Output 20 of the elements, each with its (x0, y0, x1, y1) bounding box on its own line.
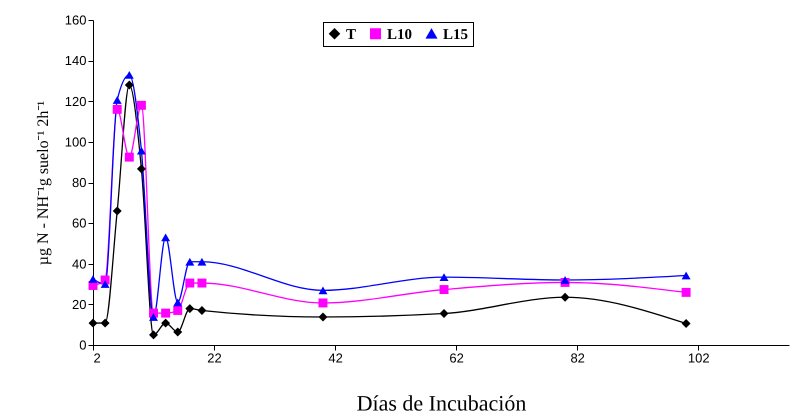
x-axis-title: Días de Incubación (356, 390, 526, 416)
y-tick-label: 0 (79, 338, 86, 352)
x-tick-label: 42 (328, 350, 343, 366)
y-tick-label: 40 (72, 256, 86, 272)
legend-label: T (346, 26, 356, 43)
y-tick-label: 120 (64, 94, 86, 109)
y-tick-label: 140 (64, 53, 86, 68)
x-tick-label: 82 (570, 350, 585, 366)
x-tick-label: 62 (449, 350, 464, 366)
x-tick-label: 102 (688, 350, 710, 366)
y-tick-label: 100 (64, 134, 86, 150)
y-axis-title: µg N - NH⁻¹g suelo⁻¹ 2h⁻¹ (34, 100, 52, 266)
x-tick-label: 22 (207, 350, 222, 366)
y-tick-label: 20 (72, 296, 86, 312)
y-tick-label: 60 (72, 216, 86, 231)
x-tick-label: 2 (94, 350, 101, 366)
y-tick-label: 80 (72, 175, 86, 190)
legend-label: L15 (443, 26, 468, 43)
y-tick-label: 160 (64, 12, 86, 28)
legend-label: L10 (387, 26, 412, 43)
